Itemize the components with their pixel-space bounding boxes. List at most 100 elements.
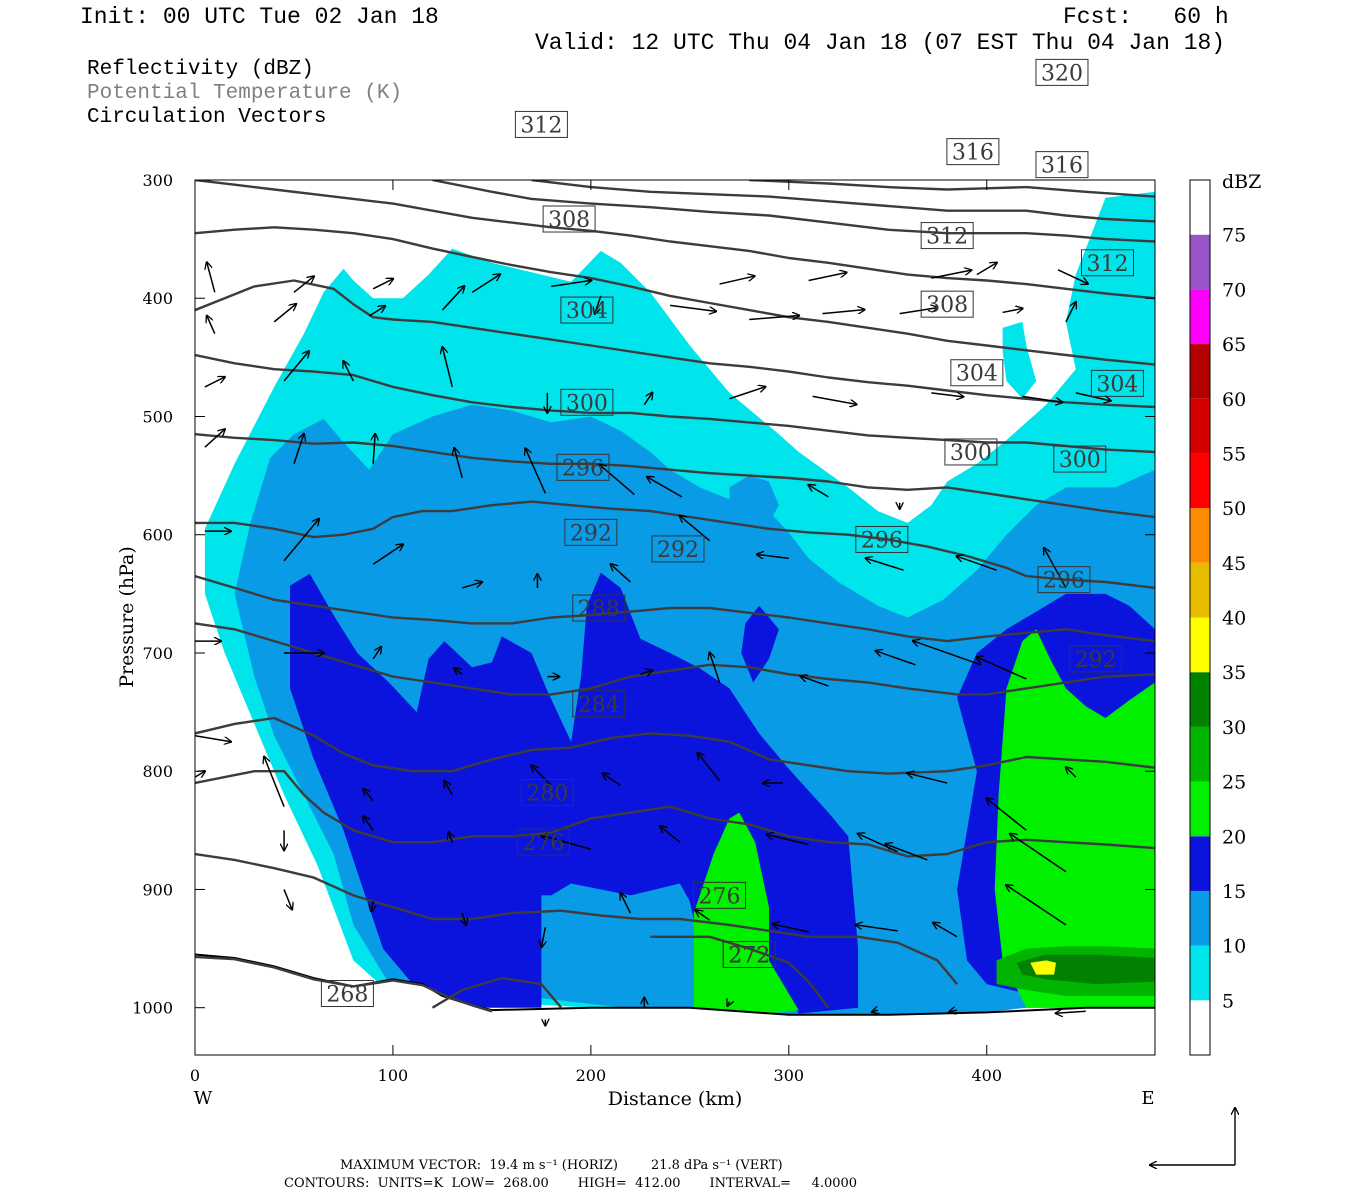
circulation-vector bbox=[749, 316, 799, 321]
circulation-vector bbox=[949, 1010, 958, 1012]
circulation-vector bbox=[363, 816, 374, 831]
contour-label-text: 316 bbox=[952, 141, 994, 166]
contour-label-text: 296 bbox=[1043, 569, 1085, 594]
colorbar-swatch bbox=[1190, 508, 1210, 563]
contour-label-292: 292 bbox=[564, 518, 618, 546]
field-reflectivity: Reflectivity (dBZ) bbox=[87, 58, 314, 81]
contour-label-292: 292 bbox=[1069, 645, 1123, 673]
colorbar-swatch bbox=[1190, 836, 1210, 891]
circulation-vector bbox=[727, 1002, 729, 1006]
circulation-vector bbox=[986, 798, 1027, 831]
contour-label-text: 296 bbox=[562, 456, 604, 481]
circulation-vector bbox=[273, 304, 296, 323]
colorbar-frame bbox=[1189, 179, 1211, 1056]
circulation-vector bbox=[195, 771, 205, 777]
contour-label-box bbox=[556, 453, 610, 481]
theta-contour-288 bbox=[195, 622, 1155, 696]
colorbar-tick-label: 70 bbox=[1222, 279, 1246, 301]
contour-label-box bbox=[320, 980, 374, 1008]
circulation-vector bbox=[454, 668, 463, 674]
x-tick-label: 100 bbox=[378, 1066, 409, 1085]
circulation-vector bbox=[462, 912, 466, 925]
contour-label-text: 268 bbox=[326, 983, 368, 1008]
circulation-vector bbox=[204, 429, 225, 448]
circulation-vector bbox=[1010, 834, 1067, 873]
theta-contour-308 bbox=[195, 279, 1155, 409]
colorbar-tick-label: 75 bbox=[1222, 225, 1246, 247]
circulation-vector bbox=[866, 558, 904, 571]
contour-label-276: 276 bbox=[516, 828, 570, 856]
contour-label-text: 316 bbox=[1041, 154, 1083, 179]
circulation-vector bbox=[872, 1010, 878, 1012]
contour-label-box bbox=[1037, 566, 1091, 594]
circulation-vector bbox=[875, 651, 916, 666]
y-tick-label: 400 bbox=[142, 289, 173, 308]
circulation-vector bbox=[1044, 548, 1067, 589]
theta-contour-300 bbox=[195, 433, 1155, 519]
colorbar-swatch bbox=[1190, 726, 1210, 782]
circulation-vector bbox=[931, 393, 963, 397]
circulation-vector bbox=[1065, 302, 1076, 323]
circulation-vector bbox=[931, 270, 971, 279]
circulation-vector bbox=[812, 395, 857, 404]
circulation-vector bbox=[610, 564, 631, 583]
theta-contour-280 bbox=[195, 770, 1155, 858]
circulation-vector bbox=[822, 310, 864, 315]
colorbar-swatch bbox=[1190, 672, 1210, 727]
colorbar-tick-label: 30 bbox=[1222, 717, 1246, 739]
circulation-vector bbox=[1006, 885, 1067, 926]
contour-label-304: 304 bbox=[560, 296, 614, 324]
contour-label-296: 296 bbox=[556, 453, 610, 481]
contour-label-box bbox=[693, 881, 747, 909]
colorbar-tick-label: 5 bbox=[1222, 990, 1234, 1012]
circulation-vector bbox=[462, 582, 482, 589]
contour-label-text: 276 bbox=[699, 884, 741, 909]
colorbar-swatch bbox=[1190, 1000, 1210, 1055]
contour-label-308: 308 bbox=[542, 205, 596, 233]
contour-label-text: 300 bbox=[566, 391, 608, 416]
theta-contour-316 bbox=[195, 180, 1155, 300]
contour-label-text: 284 bbox=[578, 693, 620, 718]
circulation-vector bbox=[525, 448, 547, 494]
contour-label-296: 296 bbox=[1037, 566, 1091, 594]
circulation-vector bbox=[531, 765, 552, 786]
circulation-vector bbox=[293, 276, 314, 293]
circulation-vector bbox=[1057, 269, 1088, 284]
contour-label-box bbox=[920, 290, 974, 318]
circulation-vector bbox=[643, 393, 652, 406]
contour-label-box bbox=[516, 828, 570, 856]
contour-label-box bbox=[1035, 151, 1089, 179]
contour-label-box bbox=[572, 690, 626, 718]
circulation-vector bbox=[195, 735, 231, 742]
circulation-vector bbox=[620, 893, 632, 914]
contour-label-300: 300 bbox=[560, 388, 614, 416]
circulation-vector bbox=[283, 519, 319, 562]
contour-label-box bbox=[920, 222, 974, 250]
colorbar-swatch bbox=[1190, 562, 1210, 618]
contour-label-box bbox=[560, 296, 614, 324]
contour-label-text: 308 bbox=[548, 208, 590, 233]
circulation-vector bbox=[899, 308, 938, 315]
contour-label-box bbox=[1069, 645, 1123, 673]
contour-label-300: 300 bbox=[944, 438, 998, 466]
colorbar-swatch bbox=[1190, 398, 1210, 454]
contour-label-text: 304 bbox=[1096, 372, 1138, 397]
contour-label-text: 272 bbox=[728, 943, 770, 968]
contour-label-box bbox=[1090, 369, 1144, 397]
contour-label-312: 312 bbox=[514, 110, 568, 138]
theta-contours bbox=[195, 180, 1155, 1013]
contour-label-268: 268 bbox=[320, 980, 374, 1008]
circulation-vector bbox=[1022, 395, 1062, 402]
circulation-vector bbox=[448, 832, 452, 843]
circulation-vector bbox=[800, 676, 829, 687]
y-tick-label: 600 bbox=[142, 526, 173, 545]
reflectivity-region-20dbz bbox=[994, 629, 1155, 1008]
theta-contour-292 bbox=[195, 574, 1155, 643]
circulation-vector bbox=[283, 889, 292, 909]
contour-label-312: 312 bbox=[920, 222, 974, 250]
max-vector-note: MAXIMUM VECTOR: 19.4 m s⁻¹ (HORIZ) 21.8 … bbox=[340, 1158, 783, 1173]
circulation-vector bbox=[471, 274, 500, 293]
theta-contour-312 bbox=[195, 226, 1155, 366]
colorbar-swatch bbox=[1190, 617, 1210, 673]
contour-info-note: CONTOURS: UNITS=K LOW= 268.00 HIGH= 412.… bbox=[284, 1176, 858, 1191]
